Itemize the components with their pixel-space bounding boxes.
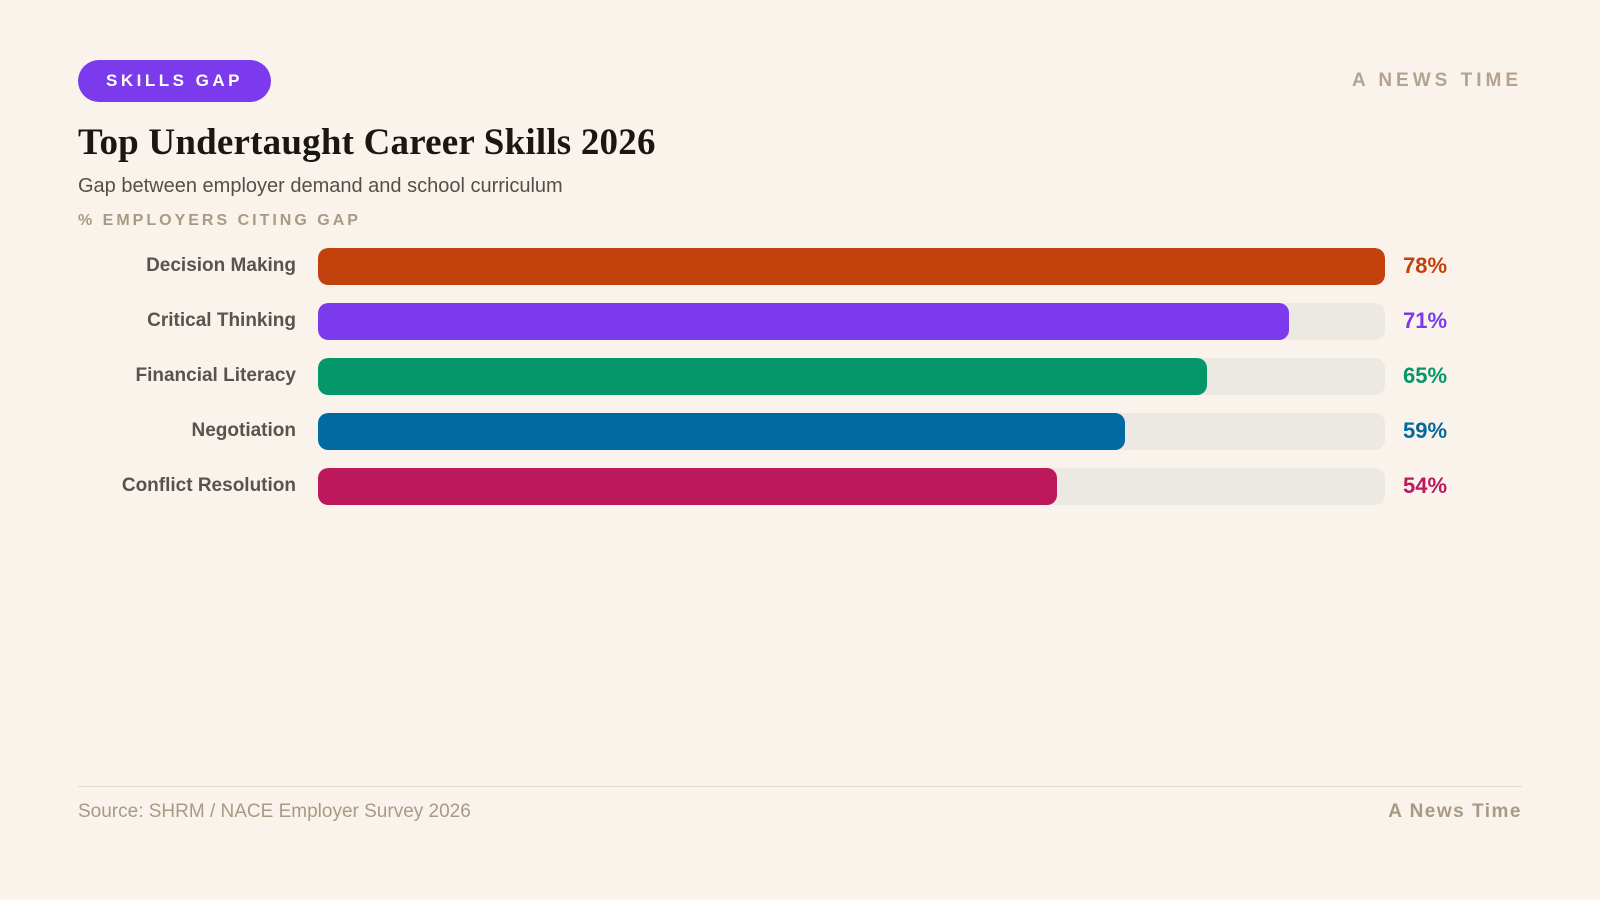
chart-subtitle: Gap between employer demand and school c… bbox=[78, 174, 563, 197]
value-label: 59% bbox=[1403, 418, 1448, 444]
axis-label: % EMPLOYERS CITING GAP bbox=[78, 211, 361, 229]
header: SKILLS GAP A NEWS TIME bbox=[78, 60, 1522, 102]
bar-fill bbox=[318, 467, 1057, 505]
bar-track bbox=[318, 412, 1385, 450]
chart-row: Financial Literacy 65% bbox=[78, 357, 1522, 395]
bar-fill bbox=[318, 357, 1208, 395]
value-label: 71% bbox=[1403, 308, 1448, 334]
bar-track bbox=[318, 467, 1385, 505]
chart-row: Conflict Resolution 54% bbox=[78, 467, 1522, 505]
brand-logo: A NEWS TIME bbox=[1352, 70, 1522, 91]
page-title: Top Undertaught Career Skills 2026 bbox=[78, 122, 656, 163]
value-label: 78% bbox=[1403, 253, 1448, 279]
footer-brand: A News Time bbox=[1388, 801, 1522, 822]
chart-row: Decision Making 78% bbox=[78, 247, 1522, 285]
footer: Source: SHRM / NACE Employer Survey 2026… bbox=[78, 786, 1522, 823]
category-label: Conflict Resolution bbox=[121, 475, 296, 497]
chart-row: Negotiation 59% bbox=[78, 412, 1522, 450]
footer-divider bbox=[78, 786, 1522, 787]
category-label: Negotiation bbox=[191, 420, 297, 442]
bar-track bbox=[318, 247, 1385, 285]
category-label: Critical Thinking bbox=[147, 310, 296, 332]
chart-row: Critical Thinking 71% bbox=[78, 302, 1522, 340]
bar-fill bbox=[318, 247, 1385, 285]
category-badge: SKILLS GAP bbox=[78, 60, 272, 102]
bar-track bbox=[318, 357, 1385, 395]
category-label: Decision Making bbox=[146, 255, 296, 277]
category-label: Financial Literacy bbox=[135, 365, 296, 387]
value-label: 54% bbox=[1403, 473, 1448, 499]
bar-track bbox=[318, 302, 1385, 340]
bar-fill bbox=[318, 412, 1126, 450]
source-note: Source: SHRM / NACE Employer Survey 2026 bbox=[78, 801, 471, 822]
bar-chart: Decision Making 78% Critical Thinking 71% Fi… bbox=[78, 247, 1522, 505]
bar-fill bbox=[318, 302, 1290, 340]
value-label: 65% bbox=[1403, 363, 1448, 389]
